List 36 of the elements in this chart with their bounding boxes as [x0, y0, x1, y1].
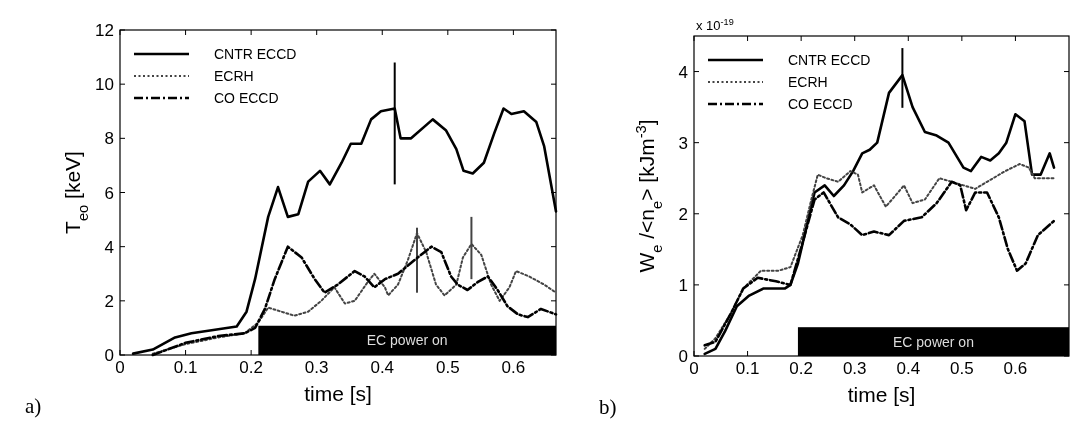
x-tick-label: 0.2 [239, 358, 263, 377]
y-tick-label: 10 [95, 75, 114, 95]
x-tick-label: 0.3 [842, 359, 867, 378]
legend-label: ECRH [214, 68, 254, 84]
legend-label: CO ECCD [214, 90, 279, 106]
y-tick-label: 3 [678, 133, 688, 153]
x-axis-title: time [s] [847, 383, 916, 406]
legend-label: ECRH [788, 74, 828, 90]
y-tick-label: 0 [104, 346, 114, 365]
y-tick-label: 2 [678, 204, 688, 224]
x-tick-label: 0.4 [370, 358, 395, 377]
x-tick-label: 0.3 [304, 358, 329, 377]
x-tick-label: 0.5 [950, 359, 974, 378]
x-tick-label: 0.6 [1003, 359, 1028, 378]
text: a) [25, 394, 42, 418]
text: x 10$^{-19}$ [696, 17, 734, 33]
band-label: EC power on [893, 333, 974, 350]
x-tick-label: 0.2 [789, 359, 813, 378]
x-tick-label: 0.5 [436, 358, 460, 377]
x-tick-label: 0.4 [896, 359, 921, 378]
y-tick-label: 12 [95, 21, 114, 40]
x-tick-label: 0.6 [501, 358, 526, 377]
legend-label: CNTR ECCD [788, 52, 871, 68]
x-tick-label: 0.1 [735, 359, 760, 378]
text: b) [599, 395, 617, 419]
y-tick-label: 4 [678, 62, 688, 82]
x-tick-label: 0.1 [173, 358, 198, 377]
band-label: EC power on [366, 332, 448, 349]
legend-label: CO ECCD [788, 96, 853, 112]
y-tick-label: 1 [678, 275, 688, 295]
y-tick-label: 6 [104, 183, 114, 203]
legend-label: CNTR ECCD [214, 46, 297, 62]
y-tick-label: 8 [104, 129, 114, 149]
y-tick-label: 4 [104, 237, 114, 257]
x-axis-title: time [s] [304, 382, 372, 405]
y-tick-label: 2 [104, 291, 114, 311]
